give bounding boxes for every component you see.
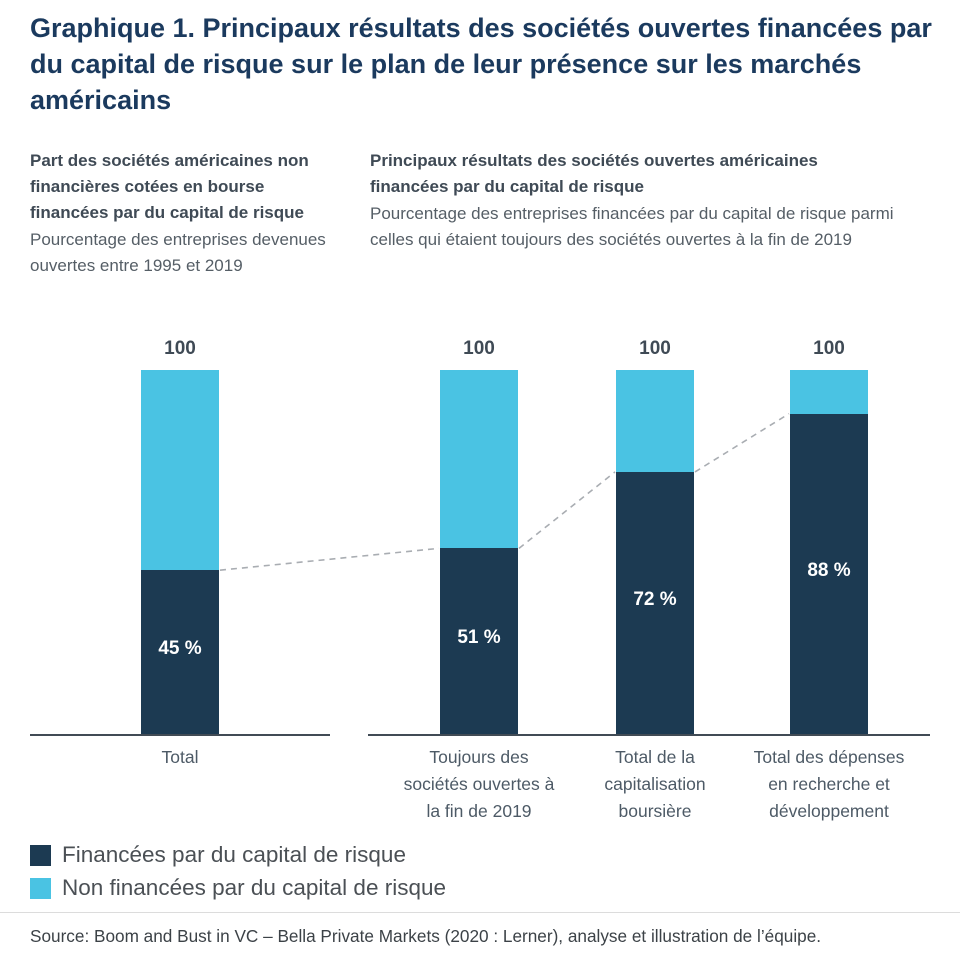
bar-segment-vc (790, 413, 868, 734)
dashed-connector-segment (219, 547, 440, 571)
source-note: Source: Boom and Bust in VC – Bella Priv… (0, 912, 960, 947)
bar-value-label: 51 % (457, 627, 501, 649)
right-panel-heading: Principaux résultats des sociétés ouvert… (370, 151, 818, 196)
bar-segment-non-vc (440, 370, 518, 549)
bar-category-label: Toujours des sociétés ouvertes à la fin … (403, 747, 555, 821)
dashed-connector-segment (694, 412, 790, 473)
bar-value-label: 72 % (633, 588, 677, 610)
left-panel-heading: Part des sociétés américaines non financ… (30, 151, 309, 222)
bar-segment-non-vc (790, 370, 868, 414)
dashed-connector-segment (518, 471, 616, 549)
bar-value-label: 88 % (807, 559, 851, 581)
left-baseline-axis (30, 734, 330, 736)
left-panel-header: Part des sociétés américaines non financ… (30, 148, 335, 279)
bar-segment-vc (616, 471, 694, 734)
left-panel-subheading: Pourcentage des entreprises devenues ouv… (30, 230, 326, 275)
bar-segment-non-vc (616, 370, 694, 472)
legend-item: Financées par du capital de risque (30, 842, 446, 868)
bar-category-label: Total de la capitalisation boursière (604, 747, 706, 821)
bar-category-label: Total des dépenses en recherche et dével… (753, 747, 905, 821)
legend-item: Non financées par du capital de risque (30, 875, 446, 901)
right-panel-subheading: Pourcentage des entreprises financées pa… (370, 204, 894, 249)
bar-total-label: 100 (164, 338, 196, 359)
bar-segment-non-vc (141, 370, 219, 571)
right-baseline-axis (368, 734, 930, 736)
bar-value-label: 45 % (158, 638, 202, 660)
bar-total-label: 100 (639, 338, 671, 359)
bar-segment-vc (440, 548, 518, 734)
bar-category-label: Total (161, 747, 199, 767)
right-panel-header: Principaux résultats des sociétés ouvert… (370, 148, 930, 253)
legend-label: Non financées par du capital de risque (62, 875, 446, 900)
legend-label: Financées par du capital de risque (62, 842, 406, 867)
figure-title: Graphique 1. Principaux résultats des so… (30, 13, 932, 115)
legend-swatch (30, 877, 51, 899)
bar-total-label: 100 (813, 338, 845, 359)
bar-segment-vc (141, 570, 219, 734)
bar-total-label: 100 (463, 338, 495, 359)
chart-legend: Financées par du capital de risque Non fi… (30, 842, 446, 901)
legend-swatch (30, 844, 51, 866)
